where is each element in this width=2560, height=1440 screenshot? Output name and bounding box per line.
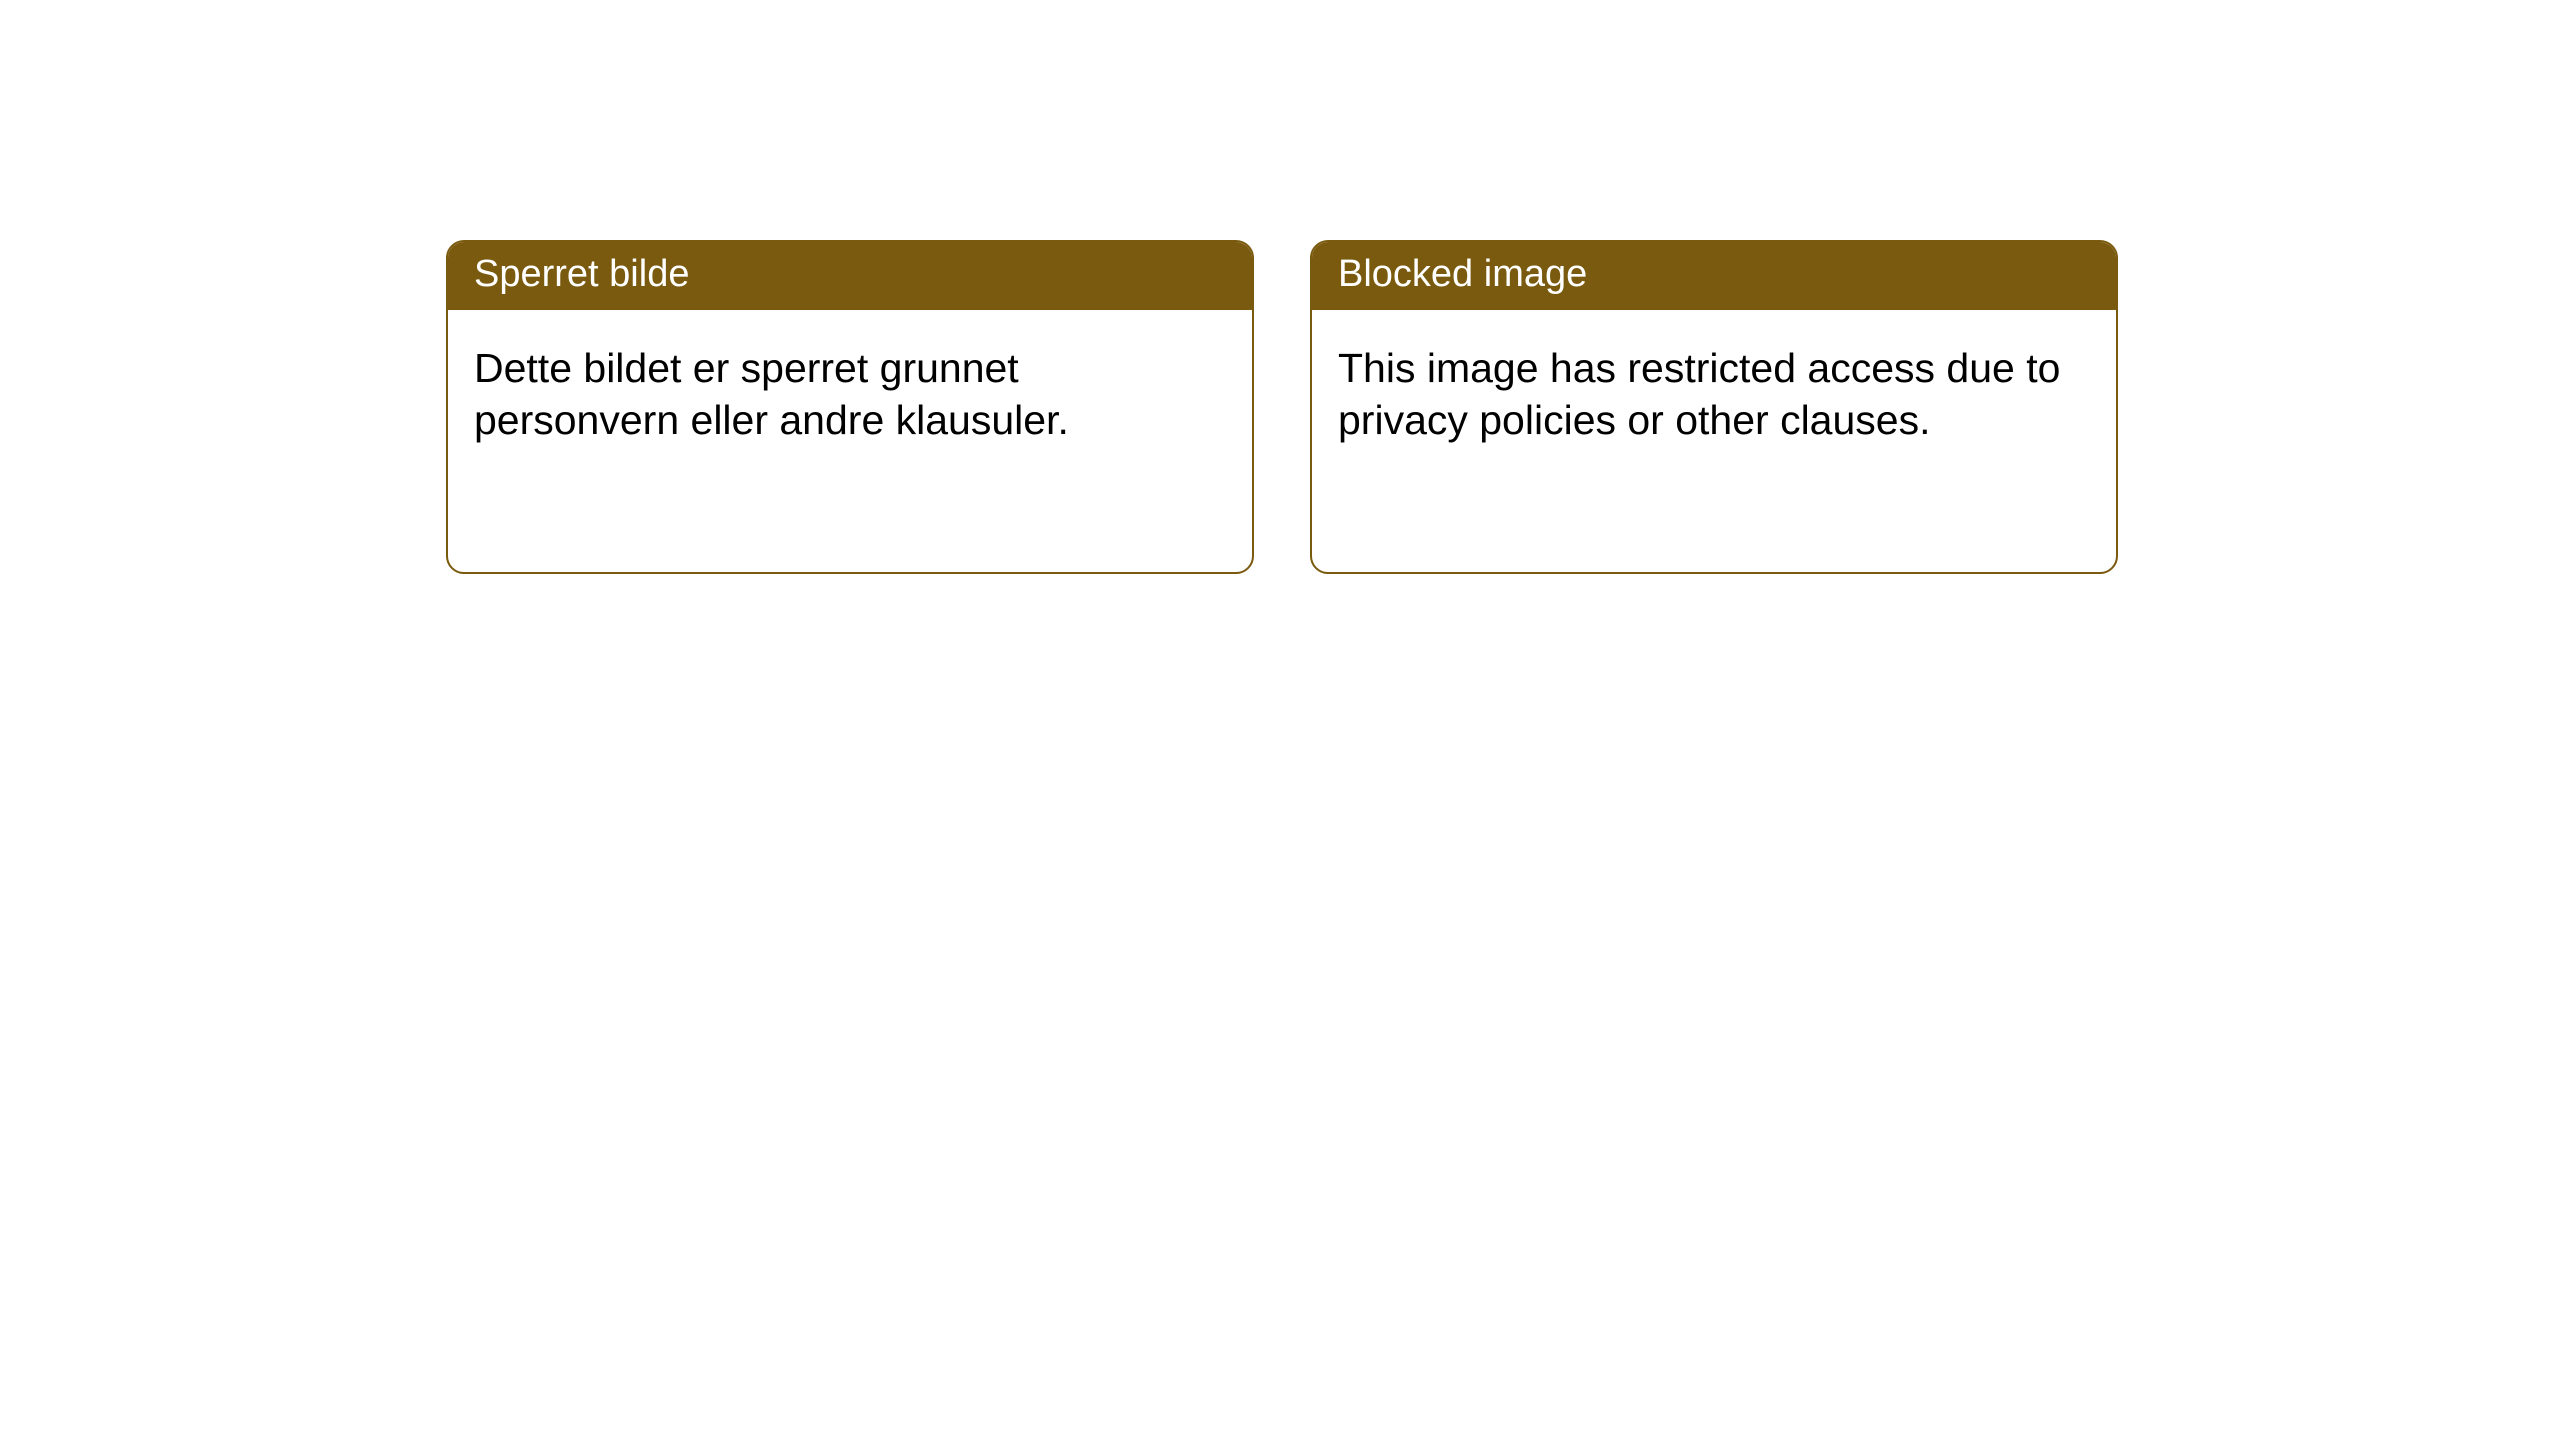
notice-body-no: Dette bildet er sperret grunnet personve… bbox=[448, 310, 1252, 473]
notice-header-no: Sperret bilde bbox=[448, 242, 1252, 310]
blocked-image-notice-no: Sperret bilde Dette bildet er sperret gr… bbox=[446, 240, 1254, 574]
notice-header-en: Blocked image bbox=[1312, 242, 2116, 310]
notice-body-en: This image has restricted access due to … bbox=[1312, 310, 2116, 473]
notice-container: Sperret bilde Dette bildet er sperret gr… bbox=[446, 240, 2118, 574]
blocked-image-notice-en: Blocked image This image has restricted … bbox=[1310, 240, 2118, 574]
